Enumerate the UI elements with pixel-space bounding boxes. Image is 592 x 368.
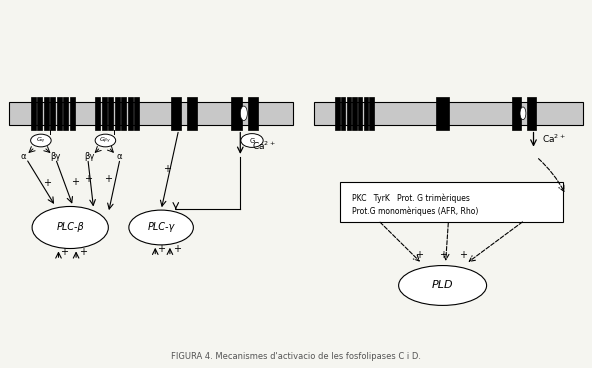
- Bar: [63, 97, 68, 130]
- Bar: [128, 97, 133, 130]
- Bar: [134, 97, 139, 130]
- Bar: [44, 97, 49, 130]
- Text: +: +: [439, 250, 446, 260]
- Text: PKC   TyrK   Prot. G trimèriques: PKC TyrK Prot. G trimèriques: [352, 194, 469, 203]
- Text: Ca$^{2+}$: Ca$^{2+}$: [542, 132, 566, 145]
- Text: Prot.G monomèriques (AFR, Rho): Prot.G monomèriques (AFR, Rho): [352, 206, 478, 216]
- Bar: [108, 97, 113, 130]
- Text: βγ: βγ: [84, 152, 94, 161]
- Text: FIGURA 4. Mecanismes d'activacio de les fosfolipases C i D.: FIGURA 4. Mecanismes d'activacio de les …: [171, 352, 421, 361]
- Bar: [341, 97, 346, 130]
- Bar: [57, 97, 62, 130]
- Bar: [31, 97, 36, 130]
- Ellipse shape: [241, 134, 263, 148]
- Text: α: α: [117, 152, 122, 161]
- Text: +: +: [415, 250, 423, 260]
- Ellipse shape: [129, 210, 194, 245]
- Bar: [248, 97, 259, 130]
- FancyBboxPatch shape: [340, 182, 563, 222]
- Bar: [231, 97, 242, 130]
- Text: +: +: [84, 174, 92, 184]
- Text: PLD: PLD: [432, 280, 453, 290]
- Text: +: +: [79, 247, 87, 257]
- Text: +: +: [157, 244, 165, 254]
- Text: βγ: βγ: [50, 152, 61, 161]
- Bar: [50, 97, 55, 130]
- Bar: [336, 97, 340, 130]
- Text: +: +: [60, 247, 68, 257]
- Bar: [347, 97, 351, 130]
- FancyBboxPatch shape: [9, 102, 293, 125]
- Bar: [102, 97, 107, 130]
- Text: Ca$^{2+}$: Ca$^{2+}$: [252, 140, 276, 152]
- Bar: [170, 97, 181, 130]
- Text: PLC-γ: PLC-γ: [147, 223, 175, 233]
- Ellipse shape: [398, 266, 487, 305]
- Text: +: +: [43, 177, 51, 188]
- Bar: [70, 97, 75, 130]
- Text: +: +: [459, 250, 467, 260]
- Ellipse shape: [95, 134, 115, 147]
- Bar: [364, 97, 368, 130]
- Bar: [436, 97, 449, 130]
- Text: G: G: [249, 138, 255, 144]
- Ellipse shape: [240, 106, 247, 121]
- Bar: [37, 97, 42, 130]
- Text: +: +: [173, 244, 181, 254]
- FancyBboxPatch shape: [314, 102, 583, 125]
- Text: $G_q$: $G_q$: [36, 135, 46, 146]
- Text: +: +: [104, 174, 112, 184]
- Bar: [187, 97, 198, 130]
- Text: $G_{βγ}$: $G_{βγ}$: [99, 135, 112, 146]
- Bar: [121, 97, 126, 130]
- Text: α: α: [21, 152, 26, 161]
- Text: +: +: [71, 177, 79, 187]
- Bar: [95, 97, 100, 130]
- Ellipse shape: [520, 107, 526, 120]
- Text: PLC-β: PLC-β: [56, 223, 84, 233]
- Bar: [512, 97, 521, 130]
- Bar: [358, 97, 362, 130]
- Bar: [369, 97, 374, 130]
- Text: +: +: [163, 164, 171, 174]
- Bar: [115, 97, 120, 130]
- Bar: [527, 97, 536, 130]
- Bar: [352, 97, 357, 130]
- Ellipse shape: [32, 206, 108, 248]
- Ellipse shape: [31, 134, 51, 147]
